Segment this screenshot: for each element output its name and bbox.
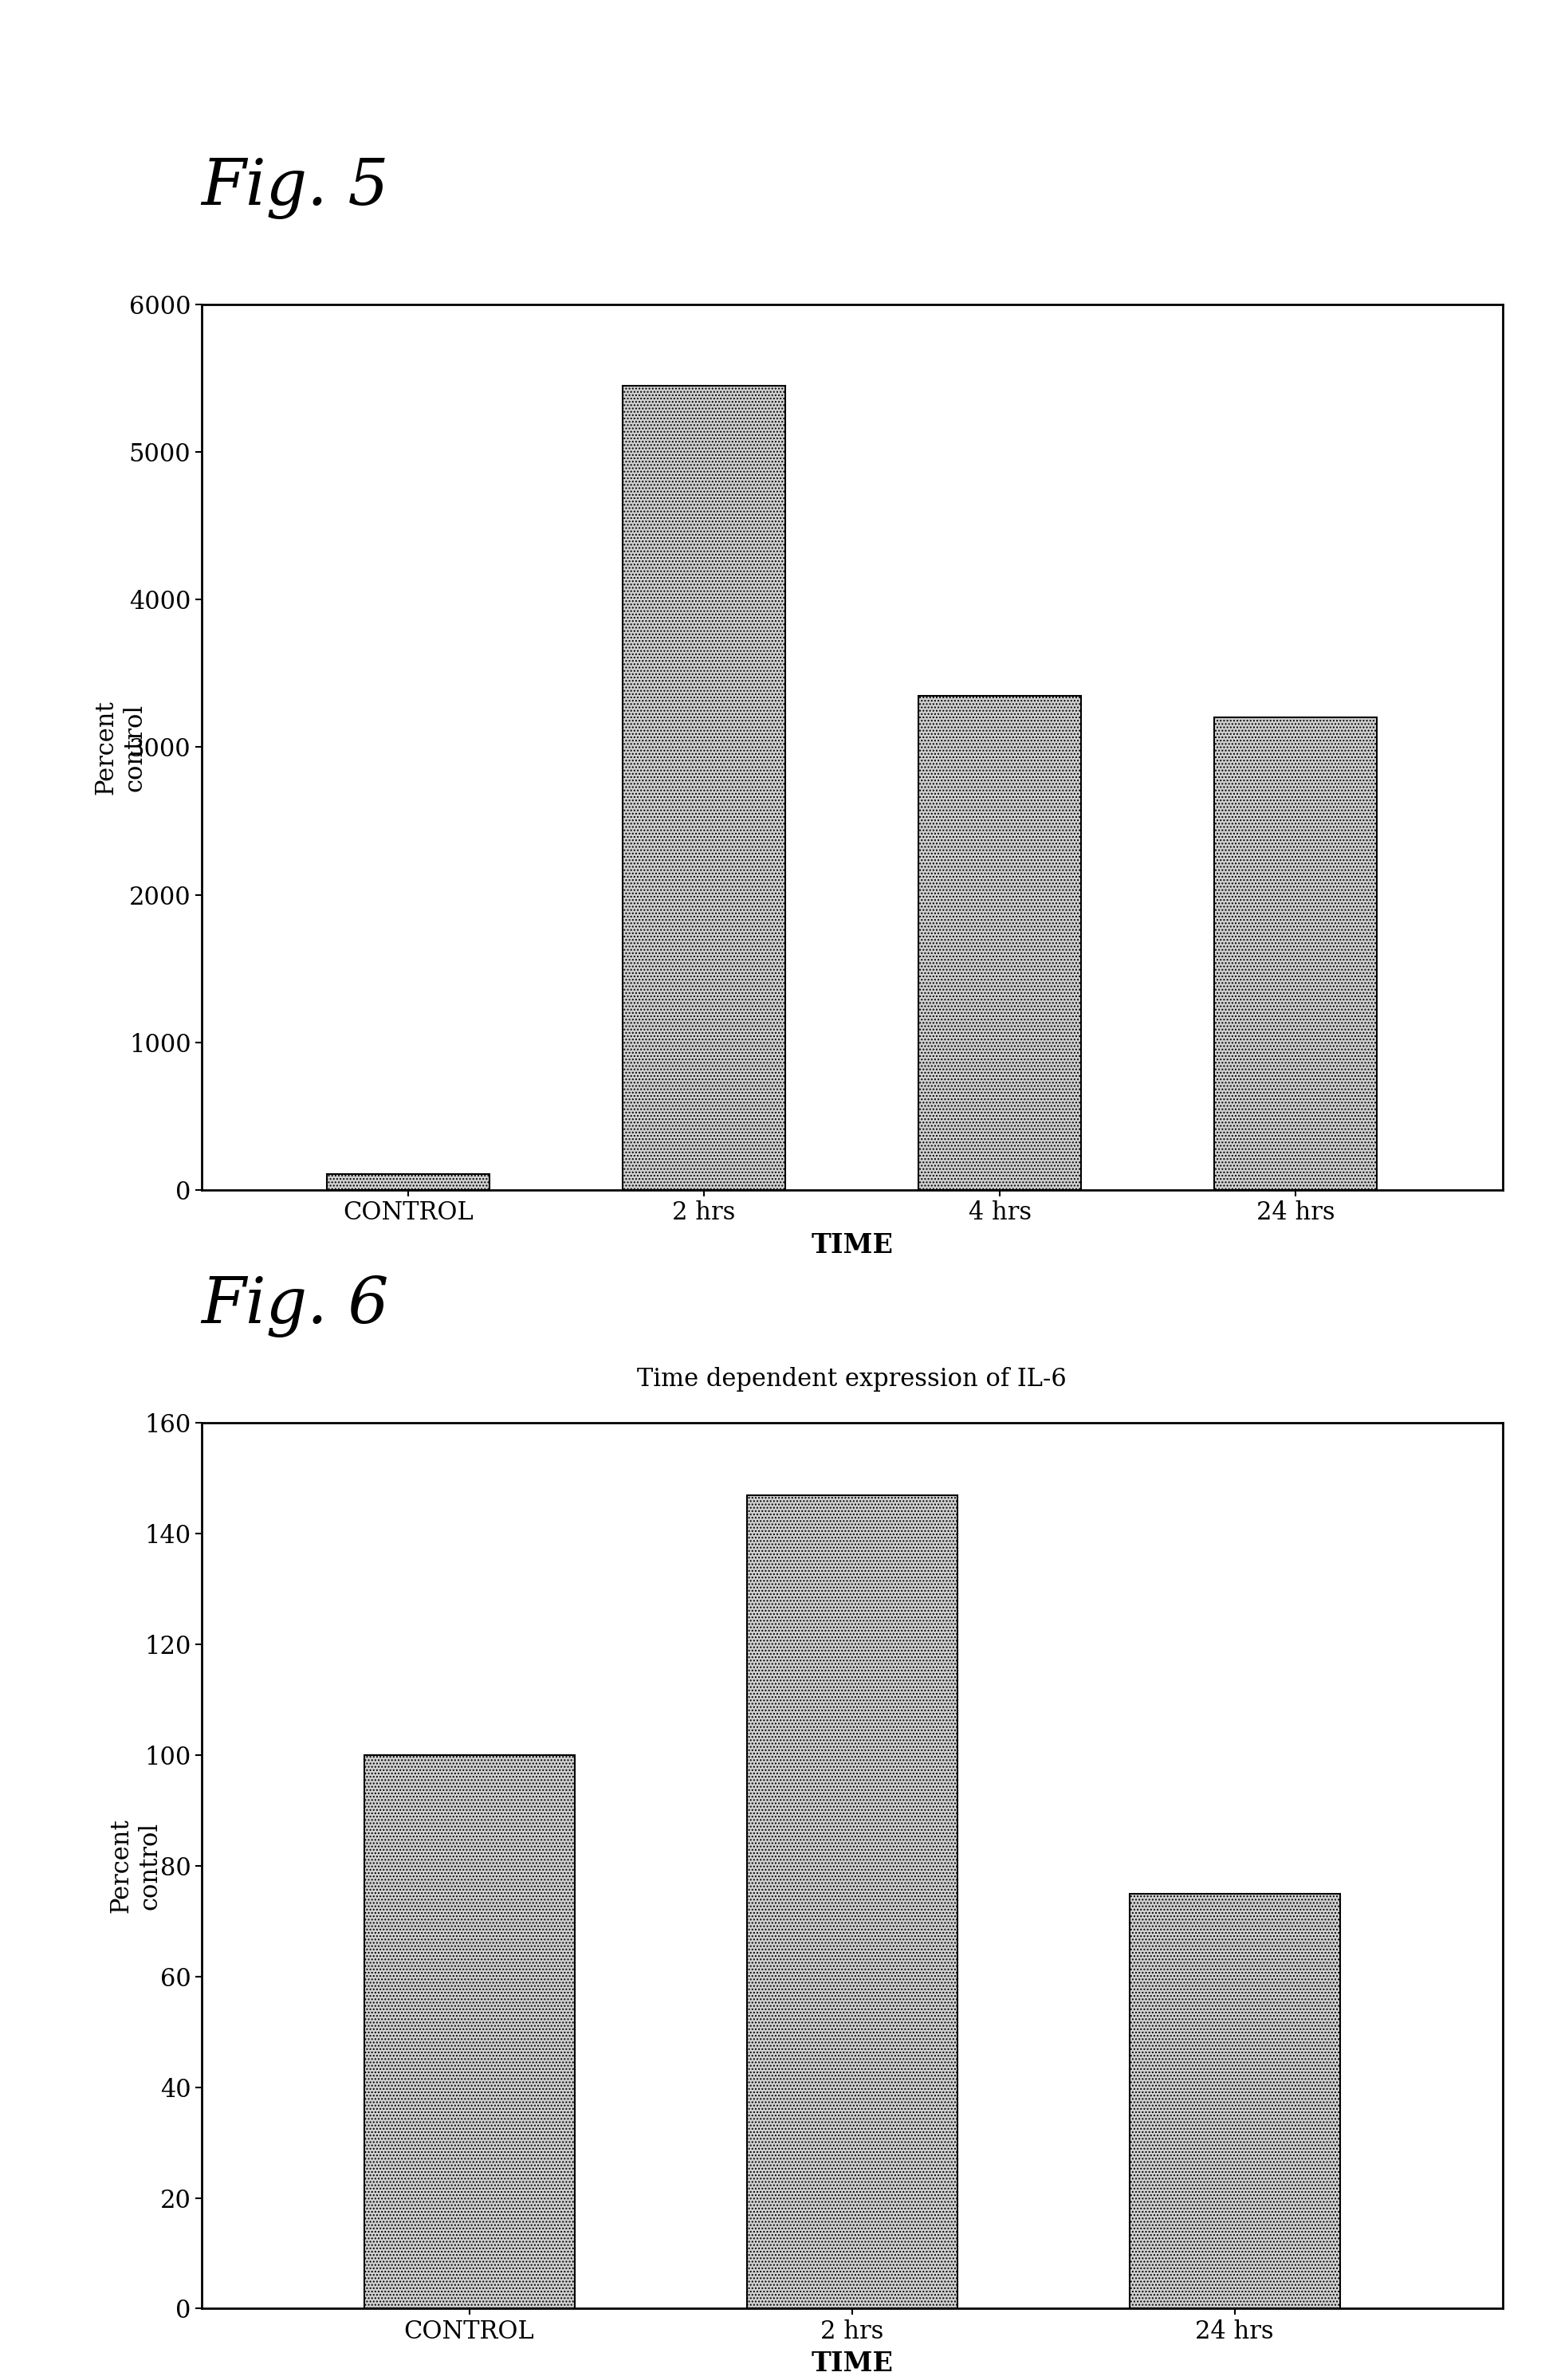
X-axis label: TIME: TIME <box>810 2351 894 2378</box>
Bar <box>919 695 1081 1190</box>
Bar <box>364 1754 575 2309</box>
X-axis label: TIME: TIME <box>810 1233 894 1259</box>
Y-axis label: Percent
control: Percent control <box>93 700 147 795</box>
Text: Fig. 6: Fig. 6 <box>201 1276 389 1338</box>
Y-axis label: Percent
control: Percent control <box>108 1818 163 1914</box>
Bar <box>327 1173 489 1190</box>
Text: Fig. 5: Fig. 5 <box>201 157 389 219</box>
Bar <box>623 386 785 1190</box>
Bar <box>1214 719 1377 1190</box>
Bar <box>747 1495 957 2309</box>
Bar <box>1129 1894 1340 2309</box>
Text: Time dependent expression of IL-6: Time dependent expression of IL-6 <box>637 1366 1067 1392</box>
